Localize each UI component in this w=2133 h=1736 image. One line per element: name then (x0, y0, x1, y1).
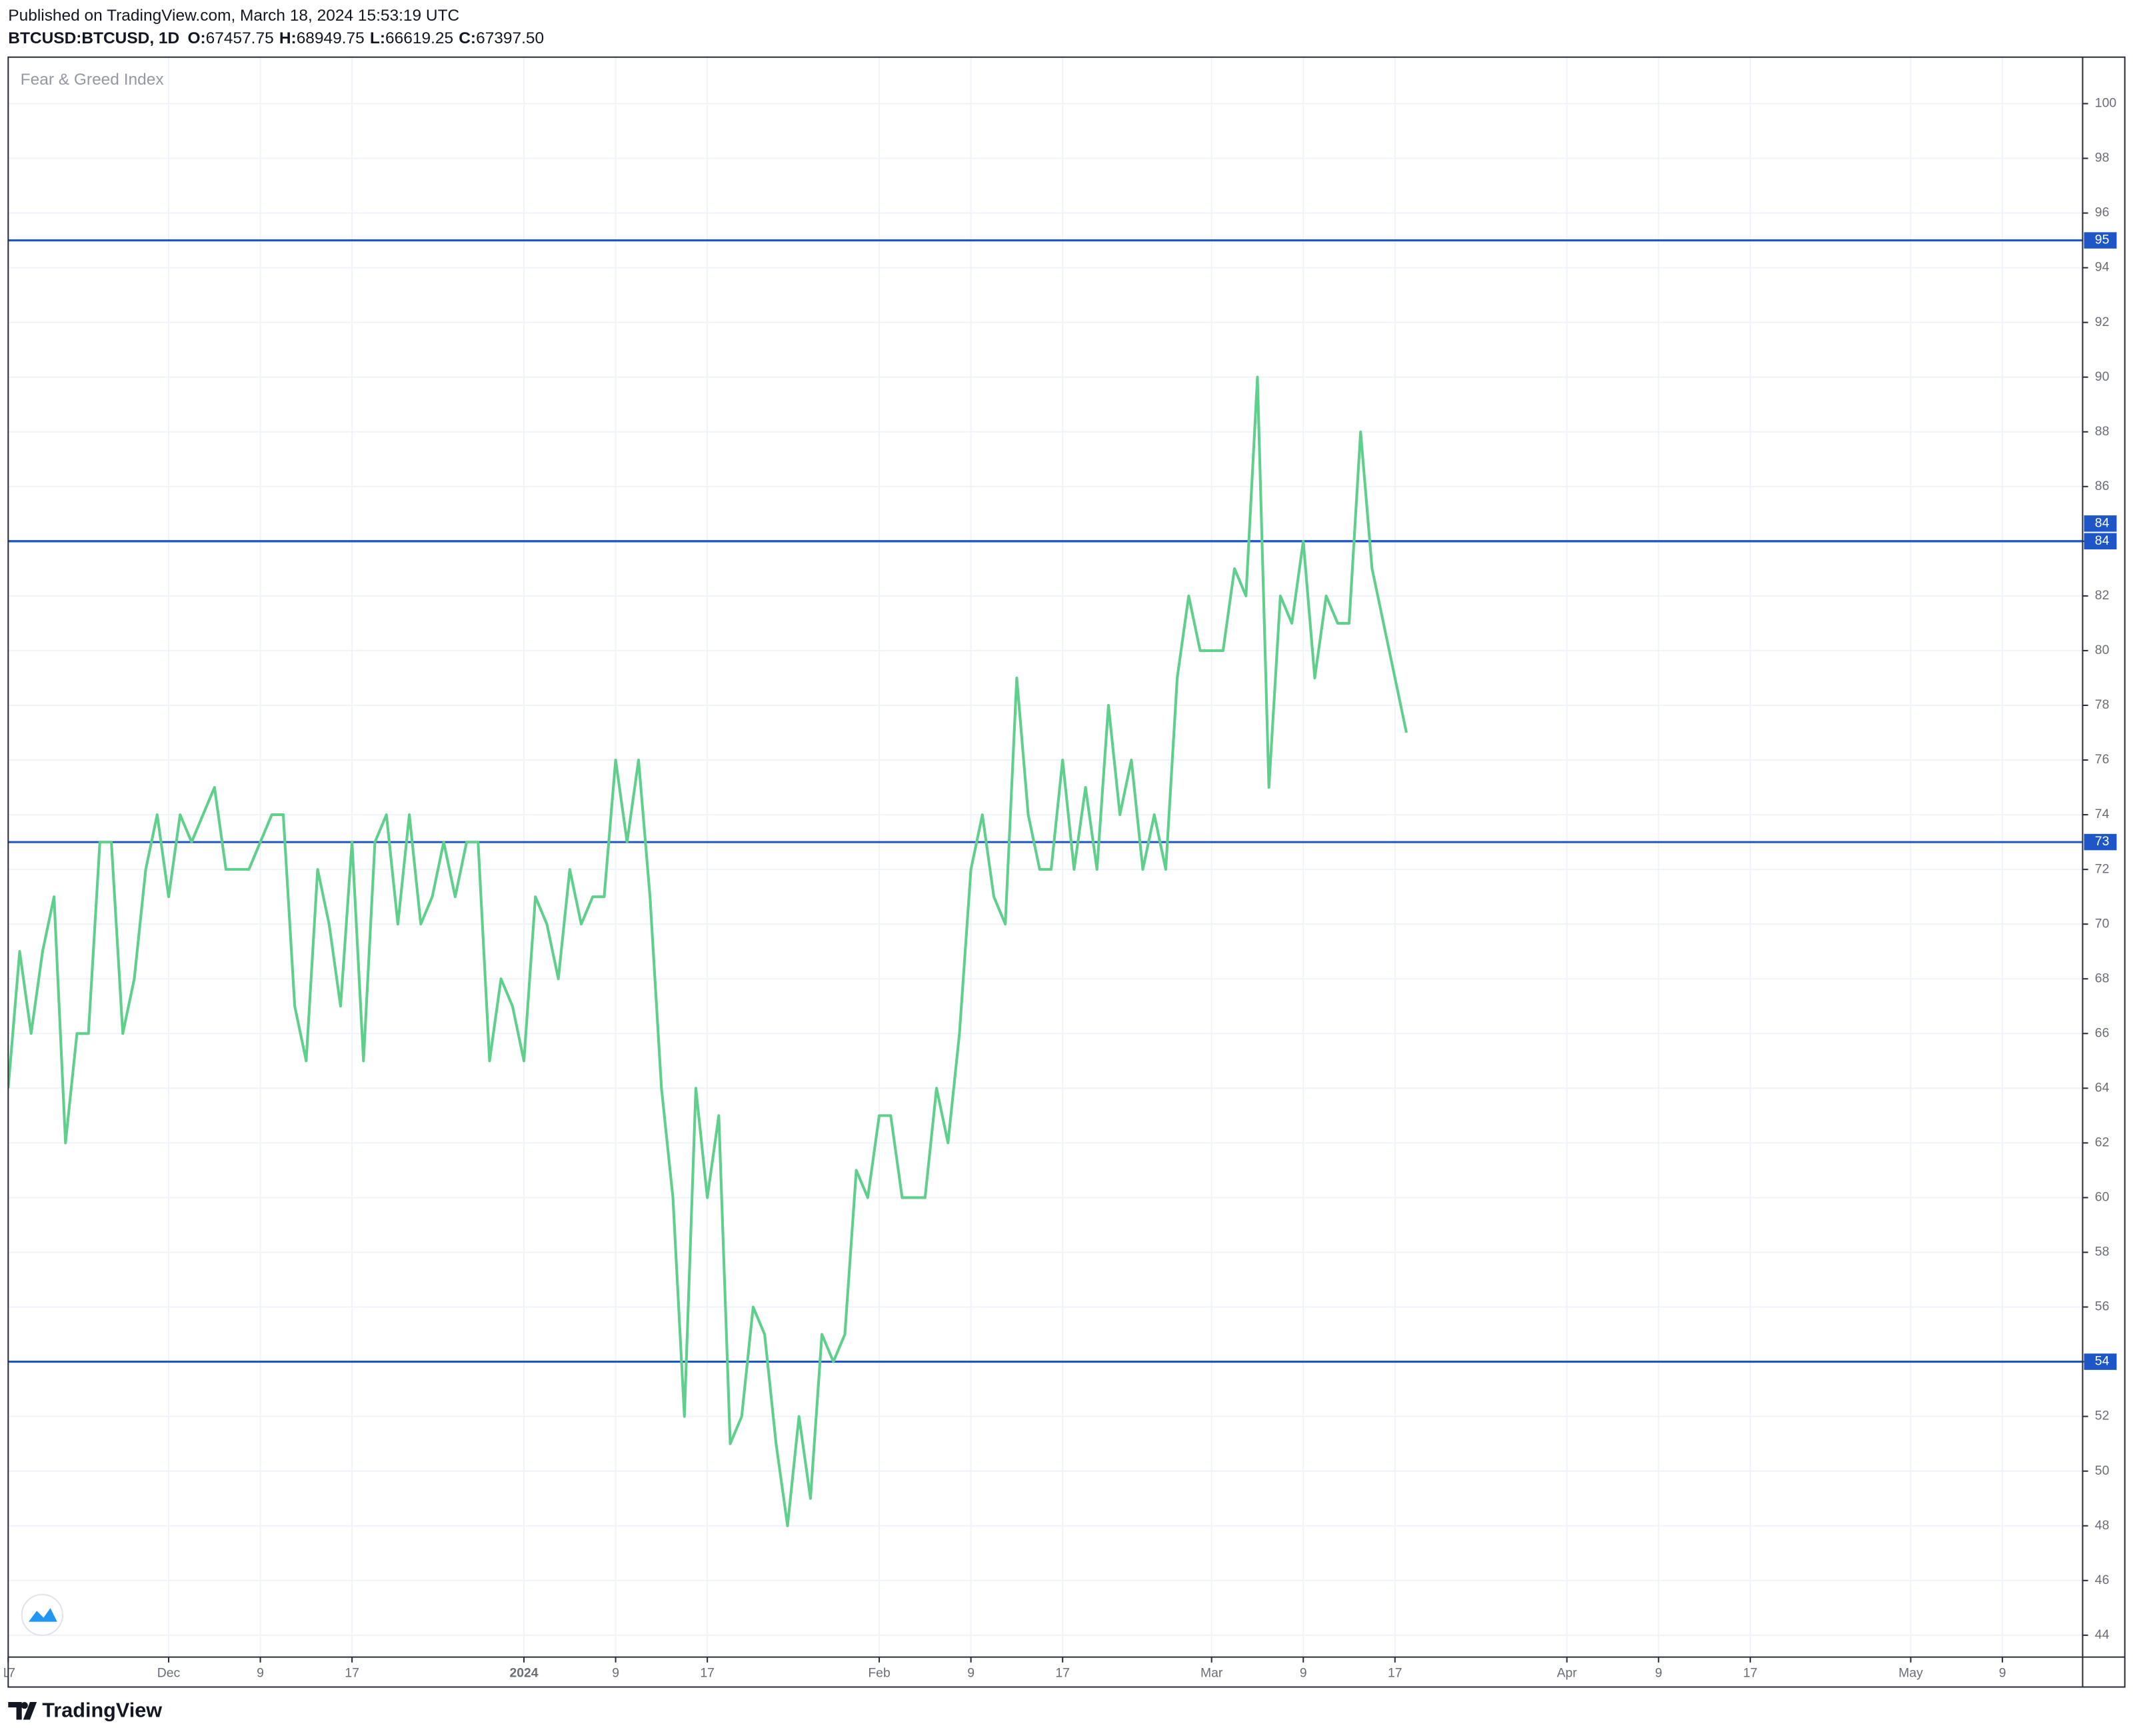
ohlc-value: 68949.75 (297, 30, 365, 48)
y-tick-label: 60 (2095, 1190, 2110, 1205)
ohlc-label: L: (370, 30, 385, 48)
ohlc-value: 66619.25 (385, 30, 453, 48)
price-label: 95 (2095, 233, 2110, 247)
x-tick-label: 9 (612, 1665, 619, 1680)
price-label: 84 (2095, 533, 2110, 548)
x-tick-label: Mar (1200, 1665, 1223, 1680)
y-tick-label: 70 (2095, 916, 2110, 931)
x-tick-label: 17 (1388, 1665, 1402, 1680)
y-tick-label: 52 (2095, 1409, 2110, 1423)
y-tick-label: 56 (2095, 1299, 2110, 1314)
ohlc-value: 67397.50 (476, 30, 544, 48)
x-tick-label: 17 (345, 1665, 359, 1680)
y-tick-label: 88 (2095, 424, 2110, 439)
footer-logo: TradingView (8, 1699, 162, 1721)
symbol-line: BTCUSD:BTCUSD, 1D O:67457.75 H:68949.75 L:6… (8, 30, 544, 48)
y-tick-label: 78 (2095, 697, 2110, 712)
y-tick-label: 86 (2095, 479, 2110, 493)
x-tick-label: Dec (157, 1665, 181, 1680)
published-line: Published on TradingView.com, March 18, … (8, 7, 459, 25)
ohlc-label: H: (279, 30, 297, 48)
price-label: 54 (2095, 1354, 2110, 1369)
x-tick-label: 9 (1655, 1665, 1662, 1680)
y-tick-label: 62 (2095, 1135, 2110, 1150)
y-tick-label: 98 (2095, 151, 2110, 165)
price-label-box (2084, 1353, 2117, 1370)
y-tick-label: 72 (2095, 861, 2110, 876)
x-tick-label: 9 (1300, 1665, 1307, 1680)
price-label: 73 (2095, 834, 2110, 849)
x-tick-label: Feb (868, 1665, 890, 1680)
x-tick-label: 9 (257, 1665, 264, 1680)
series-line (8, 375, 1408, 1527)
y-tick-label: 68 (2095, 971, 2110, 985)
x-tick-label: 17 (1, 1665, 16, 1680)
ohlc-label: O: (187, 30, 205, 48)
y-axis: 44 46 48 50 52 54 56 58 60 62 64 66 68 70 72 74 76 78 80 82… (2082, 96, 2117, 1642)
y-tick-label: 44 (2095, 1627, 2110, 1642)
y-tick-label: 80 (2095, 643, 2110, 657)
grid (8, 57, 2083, 1657)
y-tick-label: 90 (2095, 369, 2110, 384)
symbol: BTCUSD:BTCUSD, 1D (8, 30, 179, 48)
y-tick-label: 66 (2095, 1025, 2110, 1040)
y-tick-label: 58 (2095, 1245, 2110, 1259)
price-label-box (2084, 232, 2117, 249)
x-tick-label: 9 (967, 1665, 975, 1680)
y-tick-label: 48 (2095, 1518, 2110, 1533)
x-tick-label: Apr (1557, 1665, 1578, 1680)
price-label: 84 (2095, 515, 2110, 530)
x-tick-label: 17 (1055, 1665, 1070, 1680)
ohlc-value: 67457.75 (206, 30, 274, 48)
watermark-logo (21, 1593, 63, 1637)
y-tick-label: 92 (2095, 315, 2110, 329)
x-tick-label: 17 (700, 1665, 715, 1680)
hlines (8, 239, 2083, 1363)
ohlc-label: C: (459, 30, 476, 48)
y-tick-label: 96 (2095, 205, 2110, 220)
price-label-box (2084, 833, 2117, 851)
y-tick-label: 50 (2095, 1463, 2110, 1478)
price-label-box (2084, 515, 2117, 532)
y-tick-label: 74 (2095, 807, 2110, 821)
brand: TradingView (42, 1699, 162, 1721)
frame (7, 56, 2126, 1688)
y-tick-label: 46 (2095, 1573, 2110, 1587)
x-axis: 17 Dec 9 17 2024 9 17 Feb 9 17 Mar 9 17 Apr 9 17 May 9 (1, 1657, 2006, 1680)
y-tick-label: 94 (2095, 260, 2110, 275)
y-tick-label: 64 (2095, 1080, 2110, 1095)
x-tick-label: 9 (1999, 1665, 2006, 1680)
y-tick-label: 100 (2095, 96, 2117, 111)
indicator-title: Fear & Greed Index (21, 71, 164, 89)
x-tick-label: 17 (1743, 1665, 1758, 1680)
price-label-box (2084, 533, 2117, 550)
y-tick-label: 82 (2095, 588, 2110, 603)
y-tick-label: 76 (2095, 752, 2110, 767)
x-tick-label: May (1898, 1665, 1923, 1680)
x-tick-label: 2024 (509, 1665, 538, 1680)
plot (8, 375, 1408, 1527)
